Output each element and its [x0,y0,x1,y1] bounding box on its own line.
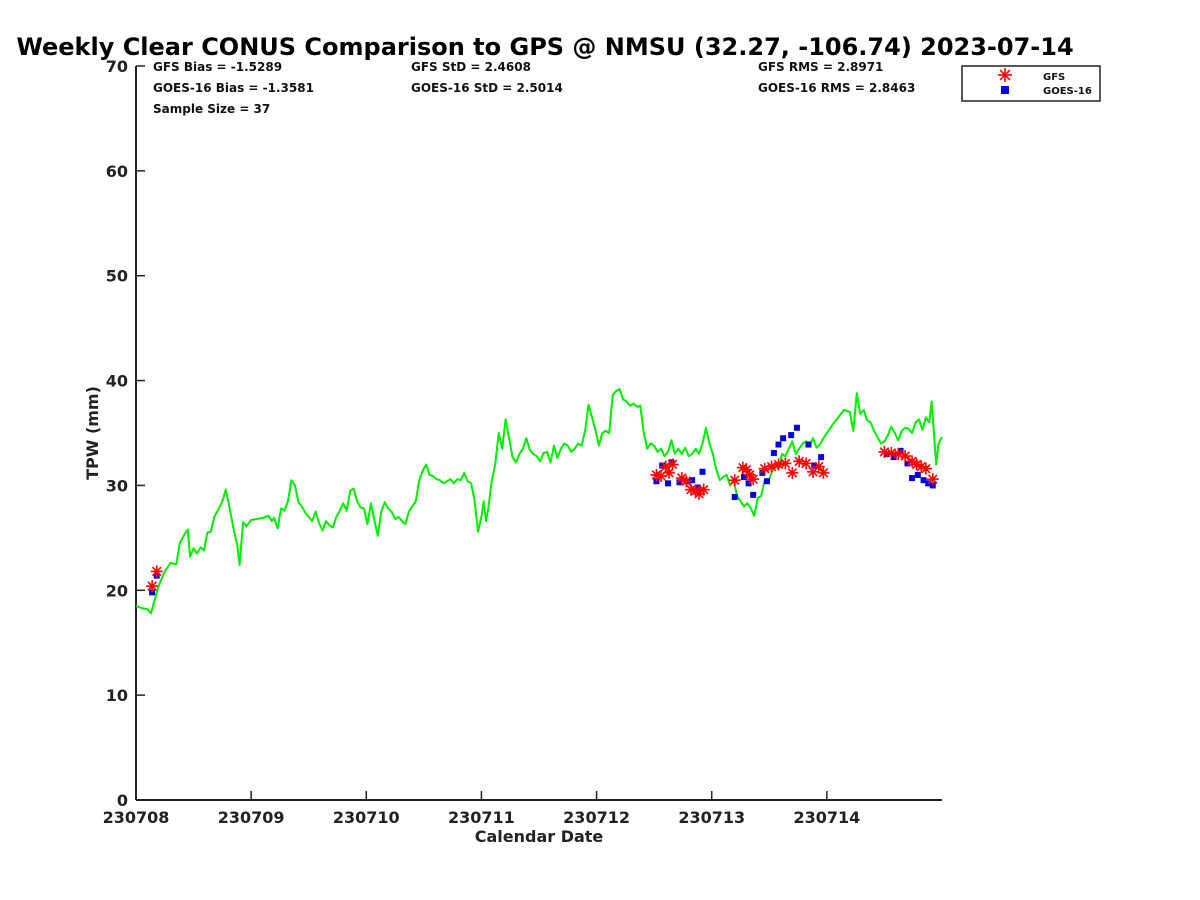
goes16-point [909,475,915,481]
gfs-point [786,467,798,479]
stat-gfs-std: GFS StD = 2.4608 [411,60,531,74]
goes16-point [771,450,777,456]
gfs-point [667,458,679,470]
gfs-point [729,474,741,486]
gfs-point [698,484,710,496]
stat-gfs-bias: GFS Bias = -1.5289 [153,60,282,74]
y-tick-label: 40 [106,372,128,391]
x-tick-label: 230712 [563,808,630,827]
y-tick-label: 50 [106,267,128,286]
y-tick-label: 60 [106,162,128,181]
gfs-point [817,467,829,479]
legend-gfs-asterisk [998,68,1012,82]
x-tick-label: 230708 [103,808,170,827]
stat-goes-rms: GOES-16 RMS = 2.8463 [758,81,915,95]
legend-gfs-label: GFS [1043,72,1065,83]
goes16-point [794,425,800,431]
x-tick-label: 230709 [218,808,285,827]
gps-series-line [136,389,942,613]
goes16-point [818,454,824,460]
goes16-point [750,492,756,498]
legend-gfs-marker [998,68,1012,82]
x-axis-label: Calendar Date [475,827,604,846]
x-tick-label: 230714 [793,808,860,827]
y-axis-label: TPW (mm) [83,386,102,480]
goes16-point [764,478,770,484]
stat-sample-size: Sample Size = 37 [153,102,270,116]
tpw-comparison-chart: Weekly Clear CONUS Comparison to GPS @ N… [0,0,1200,900]
y-tick-label: 30 [106,476,128,495]
gfs-point [151,565,163,577]
goes16-point [665,480,671,486]
y-tick-label: 20 [106,581,128,600]
stat-goes-std: GOES-16 StD = 2.5014 [411,81,563,95]
legend-goes-marker [1001,86,1009,94]
x-tick-label: 230711 [448,808,515,827]
gfs-point [899,450,911,462]
x-tick-label: 230713 [678,808,745,827]
x-tick-label: 230710 [333,808,400,827]
goes16-point [805,442,811,448]
legend-goes-label: GOES-16 [1043,86,1092,97]
goes16-point [915,472,921,478]
chart-title: Weekly Clear CONUS Comparison to GPS @ N… [16,33,1073,61]
gfs-point [800,457,812,469]
stat-goes-bias: GOES-16 Bias = -1.3581 [153,81,314,95]
gfs-point [927,473,939,485]
gfs-point [747,473,759,485]
goes16-point [732,494,738,500]
gfs-point [920,463,932,475]
legend: GFS GOES-16 [962,66,1100,101]
gfs-point [146,580,158,592]
plot-area: 0 10 20 30 40 50 60 70 230708 230709 230710 230711 2… [103,57,942,827]
stats-box: GFS Bias = -1.5289 GOES-16 Bias = -1.358… [153,60,915,116]
goes16-point [780,435,786,441]
y-tick-label: 10 [106,686,128,705]
y-tick-label: 70 [106,57,128,76]
goes16-point [700,469,706,475]
stat-gfs-rms: GFS RMS = 2.8971 [758,60,883,74]
goes16-point [788,432,794,438]
goes16-point [775,442,781,448]
gfs-point [779,457,791,469]
